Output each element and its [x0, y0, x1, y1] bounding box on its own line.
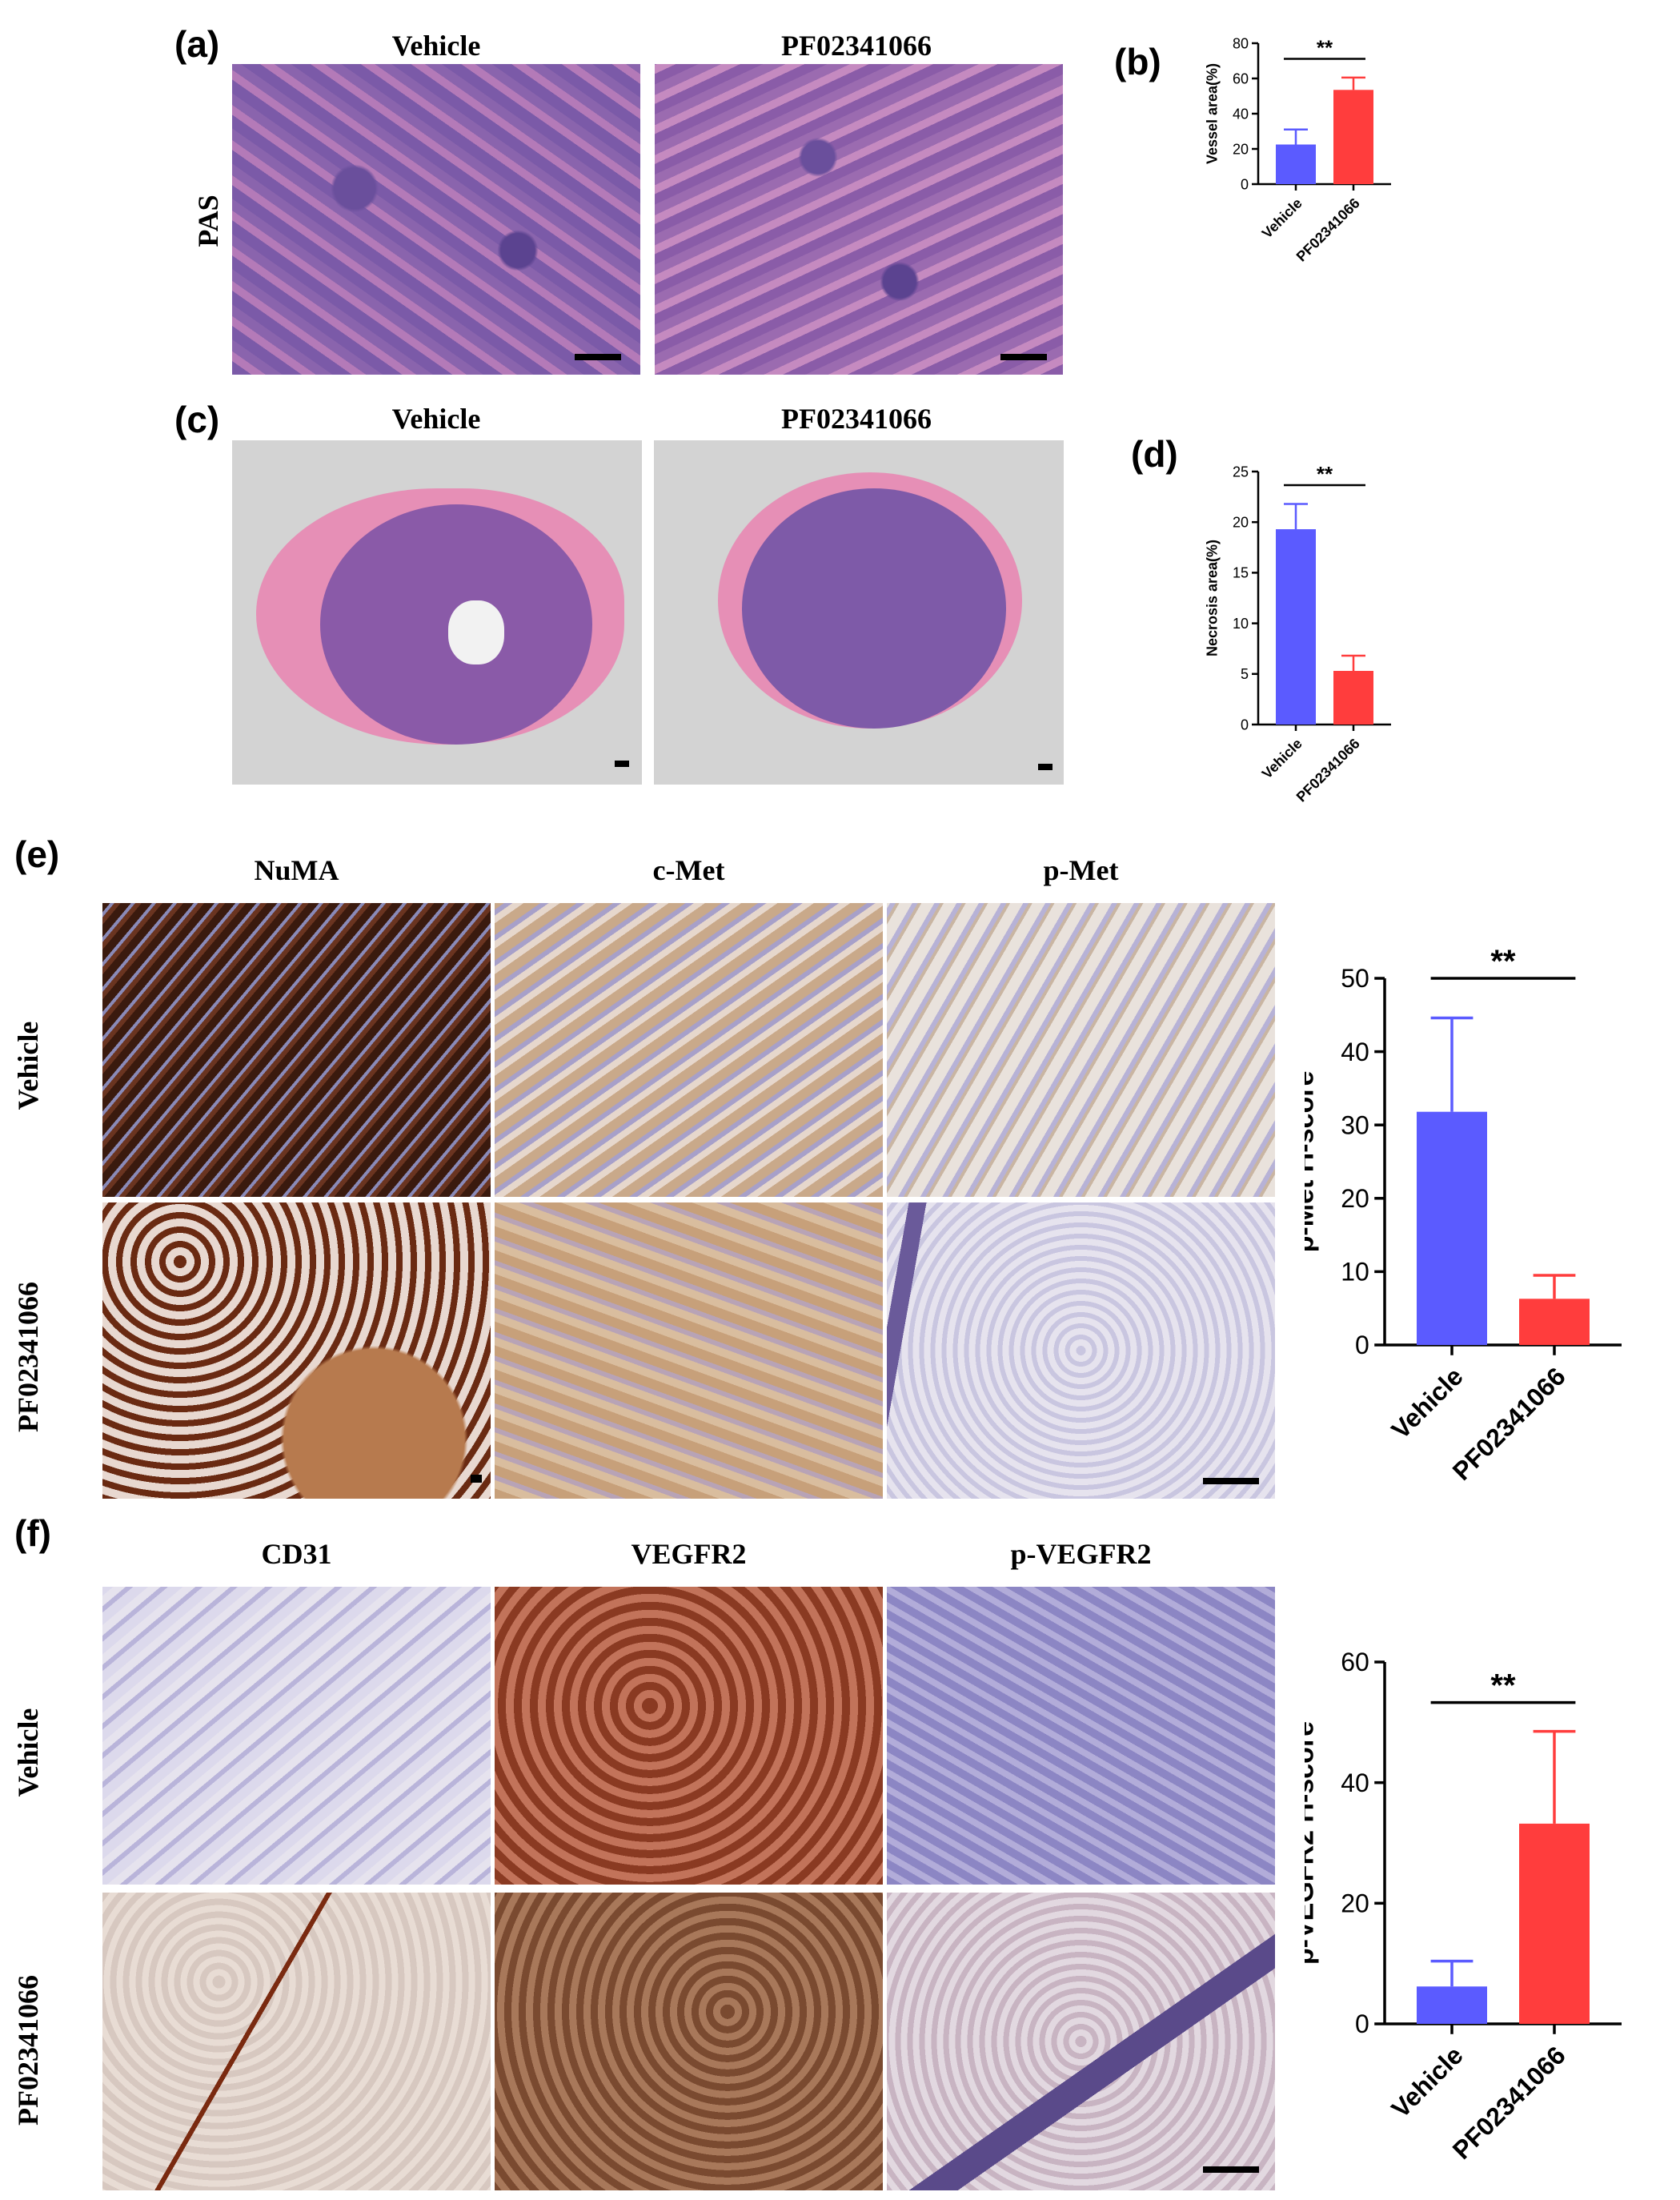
y-tick-label: 20 [1233, 515, 1249, 531]
scale-bar [1000, 354, 1047, 360]
y-tick-label: 10 [1233, 616, 1249, 632]
bar-pf02341066 [1333, 90, 1373, 184]
x-tick-label: Vehicle [1259, 195, 1305, 242]
bar-pf02341066 [1519, 1299, 1590, 1345]
x-tick-label: Vehicle [1385, 2041, 1468, 2123]
y-tick-label: 30 [1341, 1110, 1369, 1139]
y-tick-label: 0 [1241, 176, 1249, 192]
ihc-image-cmet-vehicle [495, 903, 883, 1197]
scale-bar [1038, 764, 1053, 770]
bar-pf02341066 [1333, 671, 1373, 725]
ihc-image-vegfr2-vehicle [495, 1587, 883, 1885]
histology-image-he-treated [654, 440, 1064, 785]
ihc-image-numa-vehicle [102, 903, 491, 1197]
y-tick-label: 60 [1233, 70, 1249, 86]
bar-vehicle [1276, 144, 1316, 184]
significance-label: ** [1317, 462, 1333, 486]
ihc-image-numa-treated [102, 1202, 491, 1499]
ihc-image-pmet-vehicle [887, 903, 1275, 1197]
significance-label: ** [1317, 35, 1333, 59]
col-title-c-vehicle: Vehicle [391, 403, 481, 435]
y-tick-label: 20 [1341, 1889, 1369, 1918]
scale-bar [1203, 1478, 1259, 1484]
y-tick-label: 20 [1233, 141, 1249, 157]
row-label-e-vehicle: Vehicle [12, 1021, 44, 1110]
y-tick-label: 40 [1233, 106, 1249, 122]
y-tick-label: 0 [1355, 2009, 1369, 2038]
y-axis-label: p-VEGFR2 H-score [1305, 1721, 1319, 1965]
bar-vehicle [1276, 529, 1316, 725]
row-label-f-treated: PF02341066 [12, 1975, 44, 2126]
ihc-image-pmet-treated [887, 1202, 1275, 1499]
panel-label-e: (e) [14, 833, 60, 875]
col-title-c-treated: PF02341066 [781, 403, 932, 435]
y-tick-label: 5 [1241, 666, 1249, 682]
col-title-e-cmet: c-Met [652, 854, 725, 886]
x-tick-label: Vehicle [1259, 736, 1305, 782]
scale-bar [1203, 2166, 1259, 2173]
row-label-a-pas: PAS [192, 195, 224, 247]
panel-label-c: (c) [174, 399, 220, 440]
scale-bar [471, 1475, 482, 1483]
col-title-f-vegfr2: VEGFR2 [631, 1538, 747, 1570]
histology-image-pas-vehicle [232, 64, 640, 375]
col-title-a-vehicle: Vehicle [391, 30, 481, 62]
col-title-a-treated: PF02341066 [781, 30, 932, 62]
significance-label: ** [1490, 1668, 1516, 1704]
x-tick-label: Vehicle [1385, 1362, 1468, 1444]
panel-label-d: (d) [1131, 433, 1178, 475]
ihc-image-cd31-treated [102, 1893, 491, 2190]
y-tick-label: 15 [1233, 565, 1249, 581]
necrosis-area [448, 600, 504, 664]
scale-bar [575, 354, 621, 360]
panel-label-f: (f) [14, 1512, 51, 1554]
y-tick-label: 10 [1341, 1258, 1369, 1287]
col-title-e-numa: NuMA [254, 854, 339, 886]
bar-vehicle [1417, 1986, 1487, 2024]
scale-bar [615, 761, 629, 767]
y-tick-label: 25 [1233, 464, 1249, 480]
row-label-f-vehicle: Vehicle [12, 1708, 44, 1797]
panel-label-b: (b) [1114, 41, 1161, 82]
col-title-e-pmet: p-Met [1043, 854, 1119, 886]
ihc-image-vegfr2-treated [495, 1893, 883, 2190]
significance-label: ** [1490, 944, 1516, 979]
row-label-e-treated: PF02341066 [12, 1282, 44, 1432]
bar-pf02341066 [1519, 1823, 1590, 2024]
panel-label-a: (a) [174, 23, 220, 65]
y-tick-label: 40 [1341, 1038, 1369, 1066]
y-axis-label: Vessel area(%) [1204, 63, 1220, 164]
col-title-f-pvegfr2: p-VEGFR2 [1010, 1538, 1152, 1570]
y-tick-label: 50 [1341, 964, 1369, 993]
tumor-core-treated [742, 488, 1006, 729]
ihc-image-cmet-treated [495, 1202, 883, 1499]
y-tick-label: 0 [1355, 1331, 1369, 1359]
y-tick-label: 20 [1341, 1184, 1369, 1213]
y-axis-label: Necrosis area(%) [1204, 540, 1220, 656]
histology-image-he-vehicle [232, 440, 642, 785]
ihc-image-cd31-vehicle [102, 1587, 491, 1885]
y-tick-label: 80 [1233, 35, 1249, 51]
bar-vehicle [1417, 1111, 1487, 1345]
ihc-image-pvegfr2-vehicle [887, 1587, 1275, 1885]
y-tick-label: 0 [1241, 717, 1249, 733]
y-tick-label: 40 [1341, 1768, 1369, 1797]
y-tick-label: 60 [1341, 1648, 1369, 1676]
ihc-image-pvegfr2-treated [887, 1893, 1275, 2190]
histology-image-pas-treated [655, 64, 1063, 375]
y-axis-label: p-Met H-score [1305, 1071, 1319, 1253]
col-title-f-cd31: CD31 [261, 1538, 332, 1570]
